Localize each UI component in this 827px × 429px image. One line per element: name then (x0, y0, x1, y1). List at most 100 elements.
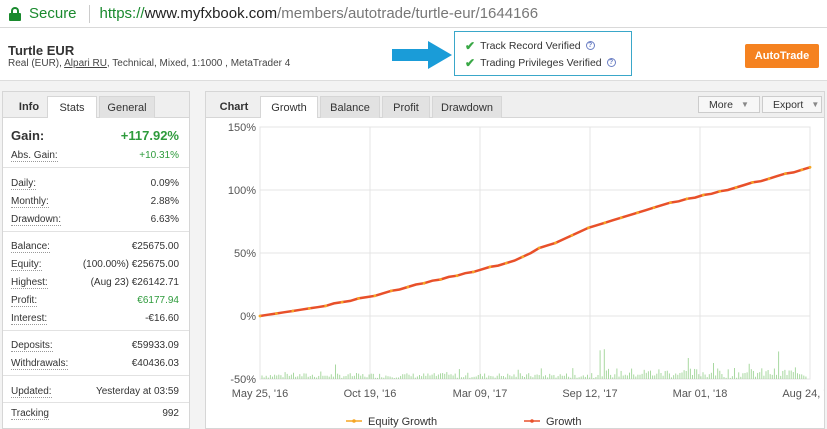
stat-label: Gain: (11, 128, 45, 143)
page-content: Turtle EUR Real (EUR), Alpari RU, Techni… (0, 29, 827, 429)
stat-monthly: Monthly: 2.88% (11, 196, 179, 208)
stat-value: +10.31% (139, 150, 179, 161)
stat-value: €59933.09 (131, 340, 179, 351)
track-record-row: ✔ Track Record Verified ? (455, 37, 631, 54)
url-host[interactable]: www.myfxbook.com (144, 5, 278, 22)
divider (3, 402, 189, 403)
x-tick-label: Oct 19, '16 (344, 388, 397, 400)
more-label: More (709, 98, 733, 111)
stat-tracking: Tracking 992 (11, 408, 179, 420)
equity-point (619, 216, 623, 220)
equity-point (587, 226, 590, 230)
stat-value: -€16.60 (145, 313, 179, 324)
stat-value: Yesterday at 03:59 (95, 386, 179, 397)
tab-balance[interactable]: Balance (320, 96, 380, 118)
chart-panel-title: Chart (219, 101, 249, 113)
chevron-down-icon: ▼ (811, 100, 820, 109)
more-dropdown[interactable]: More ▼ (698, 96, 760, 113)
autotrade-button[interactable]: AutoTrade (745, 44, 819, 68)
stat-label: Monthly: (11, 196, 49, 208)
equity-point (422, 281, 426, 285)
system-name: Turtle EUR (8, 43, 75, 58)
stats-tabs: Info Stats General (3, 92, 189, 118)
system-attributes: , Technical, Mixed, 1:1000 , MetaTrader … (106, 58, 291, 69)
equity-point (636, 211, 639, 215)
track-record-label: Track Record Verified (480, 39, 581, 52)
equity-point (767, 177, 771, 181)
help-icon[interactable]: ? (585, 41, 595, 50)
equity-point (734, 186, 738, 189)
equity-point (291, 309, 295, 313)
stat-value: 6.63% (150, 214, 179, 225)
url-divider (88, 4, 90, 23)
divider (3, 167, 189, 168)
growth-chart[interactable]: 150% 100% 50% 0% -50% May 25, '16 Oct 19, '16… (206, 119, 824, 429)
equity-point (307, 307, 311, 310)
legend-equity-label[interactable]: Equity Growth (368, 416, 437, 428)
tab-stats[interactable]: Stats (47, 96, 97, 118)
stat-label: Balance: (11, 241, 50, 253)
equity-point (554, 241, 557, 245)
divider (3, 375, 189, 376)
legend-growth-marker (530, 419, 534, 423)
equity-point (389, 289, 393, 293)
url-protocol[interactable]: https:// (99, 5, 145, 22)
chart-tabs: Chart Growth Balance Profit Drawdown Mor… (206, 92, 824, 118)
stat-value: €40436.03 (131, 358, 179, 369)
stat-value: €6177.94 (137, 295, 179, 306)
stat-interest: Interest: -€16.60 (11, 313, 179, 325)
equity-point (488, 265, 492, 269)
equity-point (340, 300, 344, 304)
legend-growth-label[interactable]: Growth (546, 416, 581, 428)
stat-drawdown: Drawdown: 6.63% (11, 214, 179, 226)
equity-point (603, 221, 607, 225)
stat-highest: Highest: (Aug 23) €26142.71 (11, 277, 179, 289)
equity-point (718, 189, 722, 193)
stat-label: Drawdown: (11, 214, 62, 226)
stat-daily: Daily: 0.09% (11, 178, 179, 190)
stat-deposits: Deposits: €59933.09 (11, 340, 179, 352)
x-tick-label: May 25, '16 (232, 388, 289, 400)
x-tick-label: Mar 01, '18 (673, 388, 728, 400)
y-tick-label: 0% (240, 311, 256, 323)
lock-icon (9, 6, 21, 21)
export-dropdown[interactable]: Export ▼ (762, 96, 822, 113)
equity-point (439, 278, 442, 281)
secure-label: Secure (29, 5, 77, 22)
broker-link[interactable]: Alpari RU (64, 58, 107, 69)
divider (3, 231, 189, 232)
tab-general[interactable]: General (99, 96, 155, 118)
equity-point (373, 294, 377, 298)
stat-gain: Gain: +117.92% (11, 128, 179, 143)
stat-value: €25675.00 (131, 241, 179, 252)
y-tick-label: 50% (234, 248, 256, 260)
y-tick-label: -50% (230, 374, 256, 386)
equity-point (751, 181, 754, 184)
trading-privileges-row: ✔ Trading Privileges Verified ? (455, 54, 631, 71)
equity-point (784, 172, 787, 175)
system-details: Real (EUR), Alpari RU, Technical, Mixed,… (8, 58, 290, 69)
tab-profit[interactable]: Profit (382, 96, 430, 118)
stat-value: 992 (162, 408, 179, 419)
tab-drawdown[interactable]: Drawdown (432, 96, 502, 118)
account-type: Real (EUR), (8, 58, 65, 69)
equity-point (521, 255, 525, 259)
chart-panel: Chart Growth Balance Profit Drawdown Mor… (205, 91, 825, 429)
x-tick-label: Mar 09, '17 (453, 388, 508, 400)
tab-growth[interactable]: Growth (260, 96, 318, 118)
stat-label: Abs. Gain: (11, 150, 58, 162)
x-tick-label: Aug 24, '18 (782, 388, 824, 400)
system-header: Turtle EUR Real (EUR), Alpari RU, Techni… (0, 29, 827, 81)
equity-point (324, 304, 328, 308)
url-path[interactable]: /members/autotrade/turtle-eur/1644166 (277, 5, 539, 22)
stat-value: 2.88% (150, 196, 179, 207)
help-icon[interactable]: ? (606, 58, 616, 67)
stat-balance: Balance: €25675.00 (11, 241, 179, 253)
browser-address-bar[interactable]: Secure https:// www.myfxbook.com /member… (0, 0, 827, 28)
stat-value: (100.00%) €25675.00 (82, 259, 179, 270)
equity-point (800, 168, 804, 172)
equity-point (357, 297, 360, 300)
y-tick-label: 100% (228, 185, 256, 197)
trading-privileges-label: Trading Privileges Verified (480, 56, 602, 69)
stat-label: Profit: (11, 295, 38, 307)
